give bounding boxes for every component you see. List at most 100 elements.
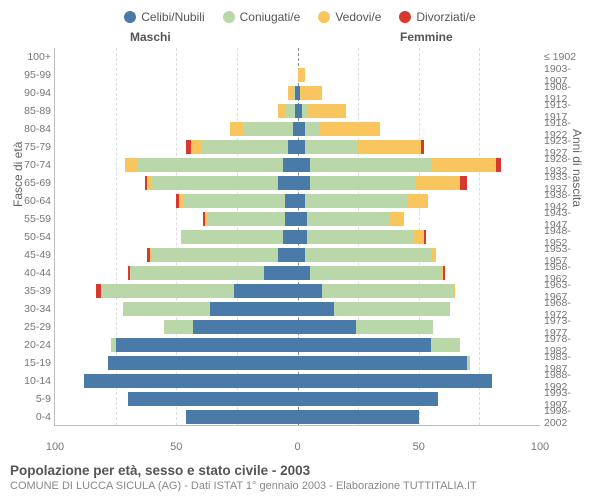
bar-segment: [208, 212, 286, 226]
age-row: 0-41998-2002: [55, 408, 540, 426]
age-row: 85-891913-1917: [55, 102, 540, 120]
age-row: 70-741928-1932: [55, 156, 540, 174]
chart-source: COMUNE DI LUCCA SICULA (AG) - Dati ISTAT…: [10, 480, 477, 492]
bar-segment: [298, 392, 439, 406]
bar-segment: [431, 338, 460, 352]
bar-segment: [305, 122, 320, 136]
age-label: 10-14: [3, 375, 51, 387]
age-label: 60-64: [3, 195, 51, 207]
bar-segment: [123, 302, 210, 316]
legend-swatch: [223, 11, 235, 23]
bar-segment: [298, 356, 468, 370]
bar-segment: [298, 194, 305, 208]
bar-segment: [137, 158, 283, 172]
bar-segment: [358, 140, 421, 154]
female-bar: [298, 68, 541, 82]
age-row: 95-991903-1907: [55, 66, 540, 84]
age-row: 5-91993-1997: [55, 390, 540, 408]
male-bar: [55, 158, 298, 172]
male-bar: [55, 140, 298, 154]
legend-swatch: [399, 11, 411, 23]
age-row: 100+≤ 1902: [55, 48, 540, 66]
age-row: 20-241978-1982: [55, 336, 540, 354]
male-bar: [55, 230, 298, 244]
female-bar: [298, 302, 541, 316]
age-row: 15-191983-1987: [55, 354, 540, 372]
female-bar: [298, 122, 541, 136]
bar-segment: [407, 194, 429, 208]
female-bar: [298, 104, 541, 118]
bar-segment: [164, 320, 193, 334]
bar-segment: [101, 284, 234, 298]
bar-segment: [298, 68, 305, 82]
gender-headers: Maschi Femmine: [0, 30, 600, 46]
bar-segment: [300, 86, 322, 100]
female-bar: [298, 320, 541, 334]
bar-segment: [84, 374, 297, 388]
bar-segment: [230, 122, 245, 136]
bar-segment: [431, 158, 496, 172]
bar-segment: [181, 230, 283, 244]
age-row: 50-541948-1952: [55, 228, 540, 246]
bar-segment: [298, 248, 305, 262]
age-label: 20-24: [3, 339, 51, 351]
bar-segment: [278, 176, 297, 190]
male-bar: [55, 86, 298, 100]
male-bar: [55, 122, 298, 136]
bar-segment: [298, 266, 310, 280]
male-bar: [55, 302, 298, 316]
bar-segment: [310, 176, 417, 190]
bar-segment: [298, 176, 310, 190]
bar-segment: [283, 230, 298, 244]
bar-segment: [128, 392, 298, 406]
legend: Celibi/NubiliConiugati/eVedovi/eDivorzia…: [0, 0, 600, 30]
age-row: 45-491953-1957: [55, 246, 540, 264]
female-bar: [298, 194, 541, 208]
bar-segment: [356, 320, 434, 334]
bar-segment: [305, 140, 358, 154]
male-bar: [55, 410, 298, 424]
female-bar: [298, 158, 541, 172]
x-tick: 0: [294, 441, 300, 453]
male-bar: [55, 176, 298, 190]
bar-segment: [191, 140, 201, 154]
bar-segment: [310, 158, 431, 172]
female-bar: [298, 374, 541, 388]
male-header: Maschi: [130, 30, 171, 44]
age-row: 40-441958-1962: [55, 264, 540, 282]
bar-segment: [298, 122, 305, 136]
female-bar: [298, 284, 541, 298]
bar-segment: [298, 230, 308, 244]
female-bar: [298, 230, 541, 244]
age-row: 35-391963-1967: [55, 282, 540, 300]
female-bar: [298, 410, 541, 424]
bar-segment: [307, 104, 346, 118]
bar-segment: [264, 266, 298, 280]
legend-item: Divorziati/e: [399, 10, 475, 24]
female-bar: [298, 140, 541, 154]
bar-segment: [298, 320, 356, 334]
bar-segment: [125, 158, 137, 172]
bar-segment: [322, 284, 453, 298]
bar-segment: [319, 122, 380, 136]
age-label: 25-29: [3, 321, 51, 333]
age-label: 30-34: [3, 303, 51, 315]
male-bar: [55, 248, 298, 262]
female-bar: [298, 86, 541, 100]
bar-segment: [414, 230, 424, 244]
male-bar: [55, 284, 298, 298]
bar-segment: [285, 212, 297, 226]
bar-segment: [283, 158, 298, 172]
bar-segment: [152, 176, 278, 190]
chart-title: Popolazione per età, sesso e stato civil…: [10, 463, 477, 478]
birth-year-label: 1998-2002: [544, 405, 592, 429]
bar-segment: [431, 248, 436, 262]
age-label: 55-59: [3, 213, 51, 225]
female-bar: [298, 212, 541, 226]
age-row: 65-691933-1937: [55, 174, 540, 192]
bar-segment: [390, 212, 405, 226]
bar-segment: [244, 122, 293, 136]
bar-segment: [443, 266, 445, 280]
bar-segment: [334, 302, 450, 316]
bar-segment: [298, 374, 492, 388]
